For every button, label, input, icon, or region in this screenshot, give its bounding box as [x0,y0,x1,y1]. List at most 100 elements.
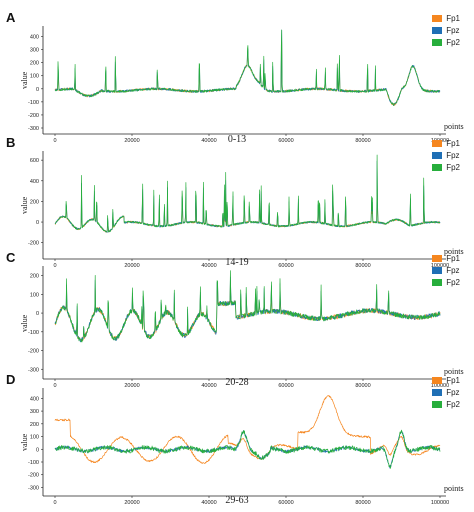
legend-swatch [432,376,443,384]
legend-label: Fpz [446,387,460,397]
x-tick-label: 80000 [355,138,370,144]
legend: Fp1 Fpz Fp2 [432,374,460,410]
x-tick-label: 40000 [201,383,216,389]
legend: Fp1 Fpz Fp2 [432,252,460,288]
panel-caption: 0-13 [227,134,247,145]
legend-item: Fpz [432,386,460,398]
x-tick-label: 60000 [278,263,293,269]
x-tick-label: 40000 [201,500,216,506]
legend-label: Fp1 [446,13,460,23]
panel-caption: 14-19 [225,257,249,268]
y-tick-label: 0 [36,311,39,317]
legend-swatch [432,163,443,171]
y-tick-label: 100 [30,292,39,298]
legend-label: Fpz [446,25,460,35]
series-line-fpz [54,429,441,469]
panel-letter: D [6,372,16,387]
legend: Fp1 Fpz Fp2 [432,12,460,48]
x-tick-label: 40000 [201,263,216,269]
legend-swatch [432,254,443,262]
series-line-fp2 [54,270,441,343]
chart-panel-c: C 200 100 0 -100 -200 -300 0 20000 40000 60000 8000… [0,250,474,395]
legend-label: Fp1 [446,253,460,263]
legend-swatch [432,400,443,408]
y-tick-label: 400 [30,179,39,185]
legend-swatch [432,278,443,286]
x-tick-label: 20000 [124,138,139,144]
y-tick-label: 300 [30,409,39,415]
x-tick-label: 60000 [278,138,293,144]
x-tick-label: 20000 [124,263,139,269]
y-tick-label: 0 [36,447,39,453]
series-line-fp2 [54,29,441,106]
plot-area: 400 300 200 100 0 -100 -200 -300 0 20000 40000 6000… [28,26,449,144]
x-axis-label: points [444,122,464,131]
legend-item: Fp1 [432,374,460,386]
y-tick-label: -300 [28,367,39,373]
y-tick-label: 400 [30,396,39,402]
y-tick-label: -100 [28,330,39,336]
series-line-fp2 [54,429,441,469]
y-tick-label: -200 [28,241,39,247]
x-tick-label: 100000 [431,500,449,506]
legend-label: Fp2 [446,37,460,47]
x-tick-label: 60000 [278,383,293,389]
y-tick-label: 200 [30,274,39,280]
x-tick-label: 0 [53,383,56,389]
y-tick-label: -300 [28,485,39,491]
x-tick-label: 100000 [431,383,449,389]
plot-area: 400 300 200 100 0 -100 -200 -300 0 20000 40000 6000… [28,388,449,506]
legend-item: Fpz [432,264,460,276]
legend-label: Fp2 [446,162,460,172]
legend-item: Fp1 [432,137,460,149]
legend-item: Fpz [432,149,460,161]
panel-caption: 29-63 [225,495,249,506]
legend-swatch [432,388,443,396]
legend-swatch [432,26,443,34]
legend-label: Fp1 [446,138,460,148]
x-tick-label: 80000 [355,500,370,506]
y-tick-label: 200 [30,422,39,428]
panel-letter: C [6,250,16,265]
y-axis-label: value [20,196,29,214]
legend-label: Fp2 [446,399,460,409]
y-tick-label: 200 [30,199,39,205]
y-tick-label: 200 [30,61,39,67]
series-line-fp1 [54,395,441,464]
y-tick-label: -200 [28,113,39,119]
chart-panel-b: B 600 400 200 0 -200 0 20000 40000 60000 80000 1000… [0,135,474,275]
y-tick-label: 600 [30,158,39,164]
legend-label: Fp1 [446,375,460,385]
plot-area: 600 400 200 0 -200 0 20000 40000 60000 80000 10000… [28,151,449,269]
y-tick-label: -100 [28,460,39,466]
y-tick-label: 0 [36,87,39,93]
y-axis-label: value [20,433,29,451]
x-axis-label: points [444,247,464,256]
series-line-fpz [55,29,441,106]
plot-area: 200 100 0 -100 -200 -300 0 20000 40000 60000 80000… [28,266,449,389]
legend-swatch [432,14,443,22]
chart-panel-d: D 400 300 200 100 0 -100 -200 -300 0 20000 40000 600… [0,372,474,512]
legend-item: Fp2 [432,276,460,288]
legend-item: Fp1 [432,252,460,264]
y-tick-label: 100 [30,74,39,80]
legend-item: Fp1 [432,12,460,24]
legend-label: Fpz [446,150,460,160]
y-tick-label: 100 [30,435,39,441]
legend-label: Fp2 [446,277,460,287]
y-tick-label: -200 [28,473,39,479]
x-tick-label: 80000 [355,263,370,269]
y-tick-label: 400 [30,35,39,41]
x-tick-label: 100000 [431,263,449,269]
y-axis-label: value [20,71,29,89]
legend-label: Fpz [446,265,460,275]
legend-item: Fp2 [432,161,460,173]
panel-letter: B [6,135,16,150]
x-tick-label: 20000 [124,500,139,506]
chart-panel-a: A 400 300 200 100 0 -100 -200 -300 0 20000 40000 600… [0,10,474,150]
series-line-fp2 [55,154,441,233]
x-tick-label: 80000 [355,383,370,389]
y-tick-label: -200 [28,349,39,355]
panel-caption: 20-28 [225,377,249,388]
x-tick-label: 0 [53,500,56,506]
